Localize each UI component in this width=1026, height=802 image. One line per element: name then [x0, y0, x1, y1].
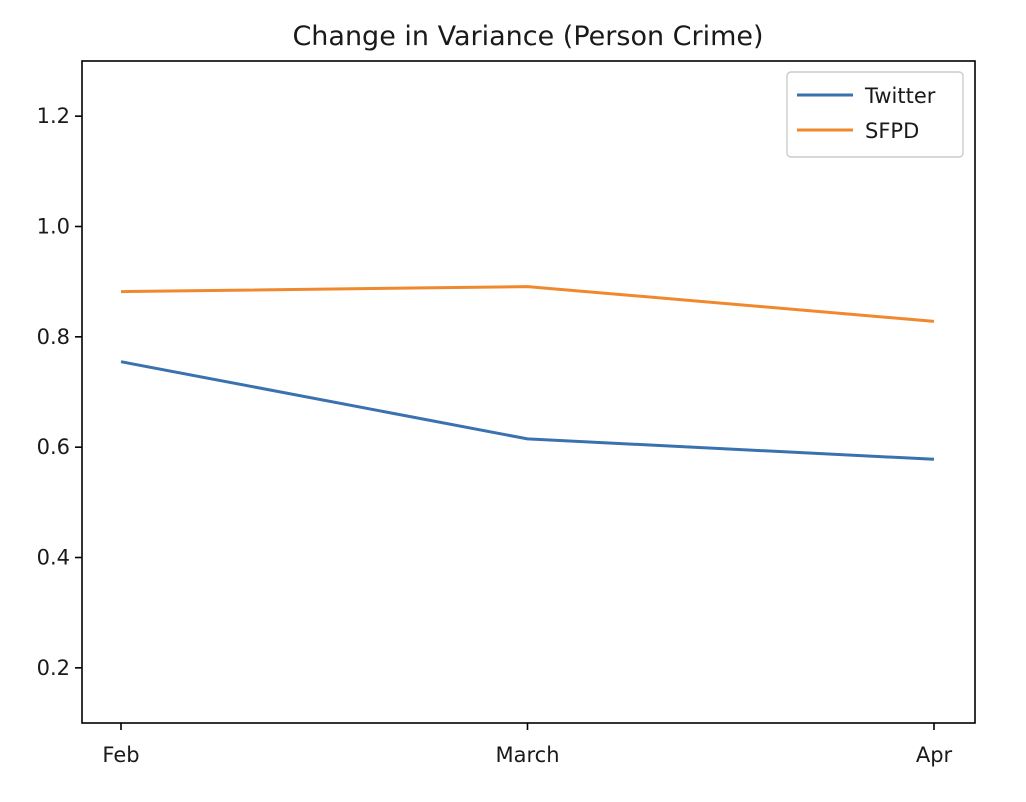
series-layer — [120, 285, 936, 461]
y-tick-label: 0.8 — [37, 325, 70, 349]
x-axis: Feb March Apr — [102, 723, 953, 767]
series-line-twitter — [120, 360, 935, 461]
y-tick-label: 0.2 — [37, 656, 70, 680]
data-point-sfpd-2 — [933, 320, 936, 323]
plot-frame — [81, 60, 976, 724]
y-tick-label: 1.2 — [37, 104, 70, 128]
data-point-twitter-2 — [933, 458, 936, 461]
chart-title: Change in Variance (Person Crime) — [292, 21, 763, 52]
series-line-sfpd — [120, 285, 935, 323]
data-point-sfpd-0 — [120, 290, 123, 293]
legend: Twitter SFPD — [786, 71, 964, 158]
data-point-twitter-0 — [120, 360, 123, 363]
x-tick-label: Feb — [102, 743, 139, 767]
y-axis: 0.2 0.4 0.6 0.8 1.0 1.2 — [37, 104, 82, 680]
y-tick-label: 0.4 — [37, 546, 70, 570]
legend-box — [786, 71, 964, 158]
legend-label-twitter: Twitter — [864, 84, 936, 108]
x-tick-label: Apr — [916, 743, 953, 767]
legend-label-sfpd: SFPD — [865, 119, 919, 143]
y-tick-label: 0.6 — [37, 435, 70, 459]
x-tick-label: March — [495, 743, 559, 767]
data-point-twitter-1 — [526, 437, 529, 440]
y-tick-label: 1.0 — [37, 215, 70, 239]
data-point-sfpd-1 — [526, 285, 529, 288]
